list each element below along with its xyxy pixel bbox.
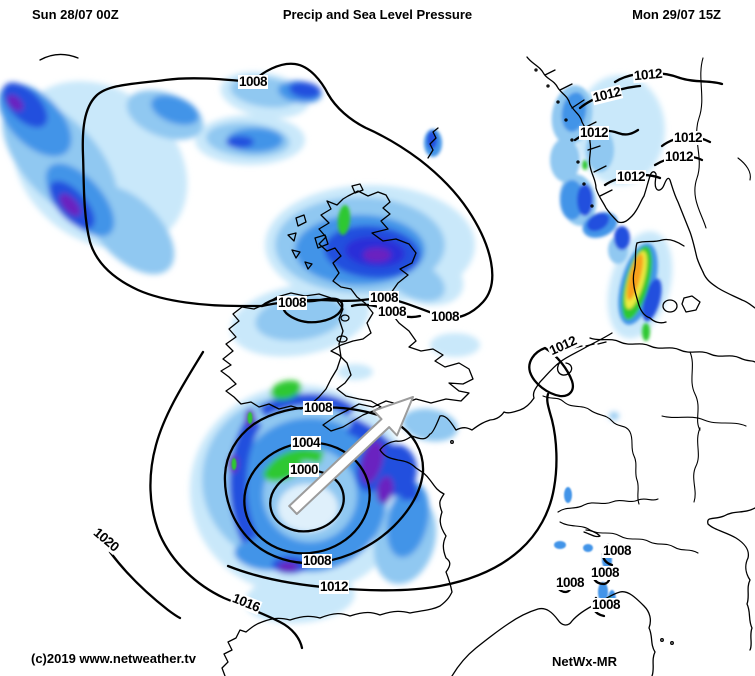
model-label: NetWx-MR — [552, 654, 617, 669]
run-timestamp: Sun 28/07 00Z — [32, 7, 119, 22]
valid-timestamp: Mon 29/07 15Z — [632, 7, 721, 22]
copyright-text: (c)2019 www.netweather.tv — [31, 651, 196, 666]
chart-title: Precip and Sea Level Pressure — [282, 7, 473, 22]
